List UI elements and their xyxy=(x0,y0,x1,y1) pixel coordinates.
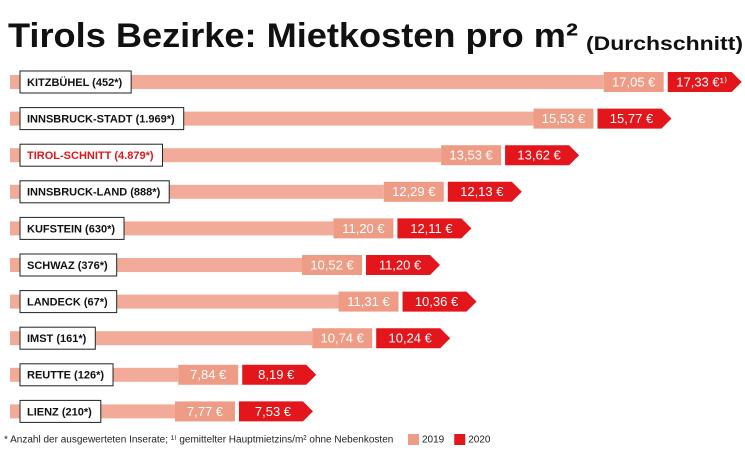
value-label-2020: 11,20 € xyxy=(379,257,422,272)
category-label: KITZBÜHEL (452*) xyxy=(27,76,122,89)
legend-label: 2019 xyxy=(422,435,445,446)
value-label-2020: 10,24 € xyxy=(389,331,433,346)
category-box xyxy=(19,216,125,240)
value-label-2020: 15,77 € xyxy=(610,111,654,126)
category-box xyxy=(19,107,185,131)
value-arrow-2020 xyxy=(366,255,441,275)
value-arrow-2020 xyxy=(376,328,451,349)
category-box xyxy=(19,143,164,167)
value-label-2019: 15,53 € xyxy=(542,111,586,126)
category-label: SCHWAZ (376*) xyxy=(27,260,108,272)
value-box-2019 xyxy=(302,255,363,275)
category-box xyxy=(19,253,118,277)
value-label-2020: 12,11 € xyxy=(410,221,453,236)
value-arrow-2020 xyxy=(505,145,580,166)
value-box-2019 xyxy=(312,328,373,349)
value-box-2019 xyxy=(178,364,239,385)
category-label: INNSBRUCK-STADT (1.969*) xyxy=(27,114,175,126)
value-box-2019 xyxy=(338,291,399,312)
value-label-2020: 10,36 € xyxy=(415,294,459,309)
value-label-2020: 7,53 € xyxy=(255,404,292,419)
value-label-2020: 17,33 €¹⁾ xyxy=(676,74,727,89)
category-box xyxy=(19,326,96,350)
value-arrow-2020 xyxy=(397,218,472,239)
category-label: INNSBRUCK-LAND (888*) xyxy=(27,187,161,199)
chart-subtitle: (Durchschnitt) xyxy=(586,34,743,55)
value-box-2019 xyxy=(383,181,444,202)
bar-2019 xyxy=(10,75,604,89)
value-arrow-2020 xyxy=(238,401,313,422)
category-label: REUTTE (126*) xyxy=(27,370,104,382)
value-box-2019 xyxy=(333,218,394,239)
legend-swatch xyxy=(454,434,466,445)
value-arrow-2020 xyxy=(667,72,742,92)
value-box-2019 xyxy=(441,145,502,166)
value-arrow-2020 xyxy=(402,291,477,312)
category-label: TIROL-SCHNITT (4.879*) xyxy=(27,150,154,162)
value-arrow-2020 xyxy=(597,108,672,129)
category-label: IMST (161*) xyxy=(27,333,87,345)
value-arrow-2020 xyxy=(242,364,317,385)
value-label-2019: 13,53 € xyxy=(449,148,493,163)
value-box-2019 xyxy=(174,401,235,422)
value-box-2019 xyxy=(533,108,594,129)
value-label-2019: 7,84 € xyxy=(190,367,227,382)
value-label-2019: 10,52 € xyxy=(310,257,354,272)
footnote: * Anzahl der ausgewerteten Inserate; ¹⁾ … xyxy=(4,435,393,446)
value-label-2020: 13,62 € xyxy=(517,148,561,163)
category-box xyxy=(19,363,114,387)
value-box-2019 xyxy=(603,72,664,92)
value-label-2019: 10,74 € xyxy=(321,331,365,346)
category-box xyxy=(19,399,102,423)
value-arrow-2020 xyxy=(447,181,522,202)
value-label-2020: 8,19 € xyxy=(258,367,295,382)
value-label-2019: 11,31 € xyxy=(347,294,390,309)
category-box xyxy=(19,180,170,204)
value-label-2019: 17,05 € xyxy=(612,74,656,89)
legend-swatch xyxy=(408,434,419,445)
category-label: LIENZ (210*) xyxy=(27,406,92,418)
value-label-2019: 7,77 € xyxy=(187,404,224,419)
category-label: LANDECK (67*) xyxy=(27,297,108,309)
category-label: KUFSTEIN (630*) xyxy=(27,223,115,235)
category-box xyxy=(19,290,118,314)
value-label-2019: 12,29 € xyxy=(392,184,436,199)
value-label-2019: 11,20 € xyxy=(342,221,385,236)
value-label-2020: 12,13 € xyxy=(460,184,504,199)
category-box xyxy=(19,70,132,94)
chart-title: Tirols Bezirke: Mietkosten pro m² xyxy=(8,17,578,55)
legend-label: 2020 xyxy=(468,435,491,446)
